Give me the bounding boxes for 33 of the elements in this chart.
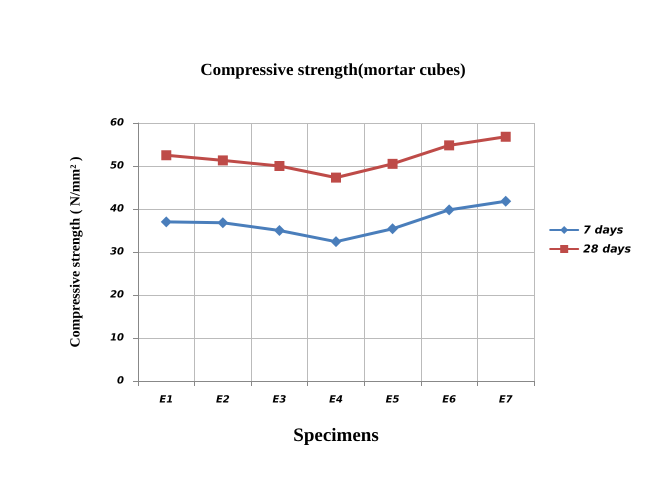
x-tick-label: E7 [498, 394, 513, 406]
y-tick-label: 40 [109, 204, 124, 214]
point [444, 204, 455, 216]
y-axis-title: Compressive strength ( N/mm² ) [68, 156, 84, 348]
chart-title: Compressive strength(mortar cubes) [200, 60, 466, 79]
point [218, 155, 228, 166]
x-axis-title: Specimens [293, 425, 379, 446]
point [160, 216, 172, 228]
point [274, 161, 284, 171]
x-tick-label: E5 [386, 394, 400, 406]
point [500, 196, 512, 207]
y-tick-label: 0 [117, 376, 124, 386]
point [331, 172, 341, 183]
point [217, 217, 228, 228]
y-tick-label: 60 [110, 118, 124, 128]
x-tick-label: E2 [216, 394, 230, 406]
point [388, 158, 398, 169]
x-tick-label: E1 [159, 394, 174, 406]
x-tick-label: E6 [442, 394, 456, 406]
y-tick-label: 10 [110, 332, 124, 344]
y-tick-label: 20 [110, 290, 124, 300]
x-tick-label: E3 [272, 394, 286, 406]
point [330, 236, 342, 248]
point [161, 150, 172, 160]
x-tick-label: E4 [329, 394, 343, 406]
point [274, 225, 285, 236]
point [500, 132, 511, 142]
y-tick-label: 30 [110, 246, 124, 258]
legend-label: 28 days [583, 242, 632, 256]
y-tick-label: 50 [110, 160, 124, 172]
point [444, 140, 454, 150]
point [387, 223, 398, 234]
legend-label: 7 days [583, 224, 624, 236]
